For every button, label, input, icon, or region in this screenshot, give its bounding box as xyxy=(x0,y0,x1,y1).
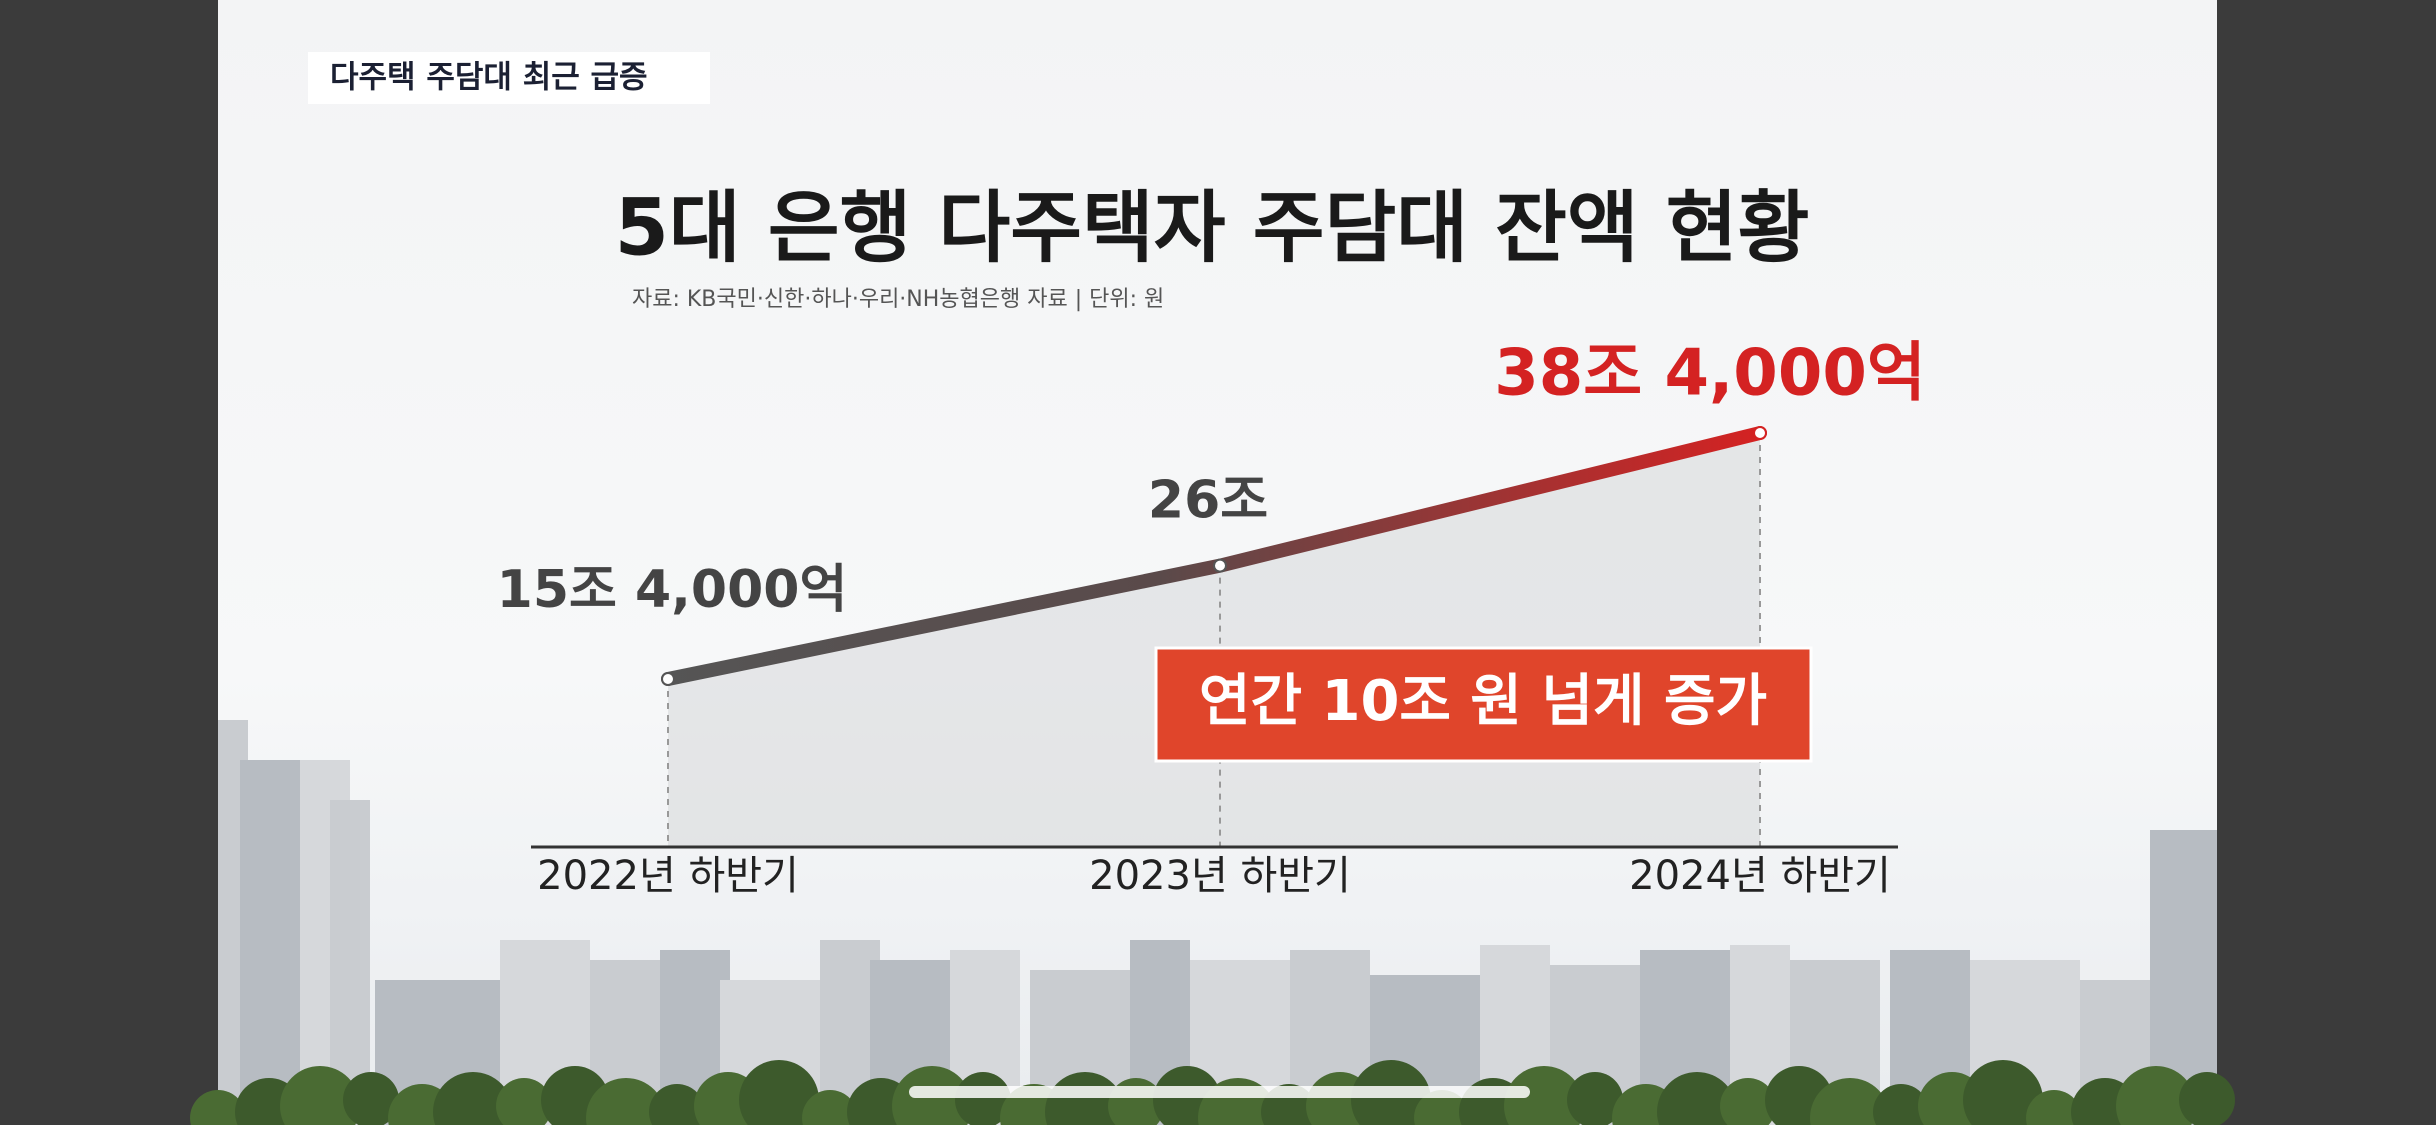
tree xyxy=(955,1072,1011,1125)
tree xyxy=(1567,1072,1623,1125)
value-label: 26조 xyxy=(1148,471,1268,531)
x-tick-label: 2022년 하반기 xyxy=(537,853,799,899)
tree xyxy=(1963,1060,2043,1125)
point xyxy=(1213,558,1227,573)
tree xyxy=(649,1084,705,1125)
point xyxy=(661,672,675,686)
point xyxy=(1753,426,1767,440)
tree xyxy=(1720,1078,1776,1125)
value-label: 38조 4,000억 xyxy=(1494,337,1926,411)
chart-subtitle: 자료: KB국민·신한·하나·우리·NH농협은행 자료 | 단위: 원 xyxy=(632,287,1164,312)
tree xyxy=(739,1060,819,1125)
annotation: 연간 10조 원 넘게 증가 xyxy=(1199,669,1767,734)
tree xyxy=(586,1078,666,1125)
tree xyxy=(2179,1072,2235,1125)
x-tick-label: 2023년 하반기 xyxy=(1089,853,1351,899)
tree xyxy=(802,1090,858,1125)
tree xyxy=(280,1066,360,1125)
tree xyxy=(433,1072,513,1125)
tag: 다주택 주담대 최근 급증 xyxy=(330,60,648,96)
left-pillar xyxy=(0,0,218,1125)
tree xyxy=(2116,1066,2196,1125)
plot: 2022년 하반기 2023년 하반기 2024년 하반기 15조 4,000억 26조… xyxy=(497,337,1926,899)
tree xyxy=(2026,1090,2082,1125)
tree xyxy=(1504,1066,1584,1125)
tree xyxy=(496,1078,552,1125)
chart-title: 5대 은행 다주택자 주담대 잔액 현황 xyxy=(615,183,1810,273)
annotation-box xyxy=(1154,646,1813,763)
value-label: 15조 4,000억 xyxy=(497,560,848,620)
tree xyxy=(190,1090,246,1125)
tree xyxy=(1810,1078,1890,1125)
building xyxy=(240,760,310,1125)
x-tick-label: 2024년 하반기 xyxy=(1629,853,1891,899)
tag-box xyxy=(308,52,710,104)
tree xyxy=(1045,1072,1125,1125)
tree xyxy=(1414,1090,1470,1125)
tree xyxy=(1657,1072,1737,1125)
tree xyxy=(343,1072,399,1125)
scroll-indicator xyxy=(909,1086,1530,1098)
right-pillar xyxy=(2217,0,2436,1125)
tree xyxy=(1873,1084,1929,1125)
